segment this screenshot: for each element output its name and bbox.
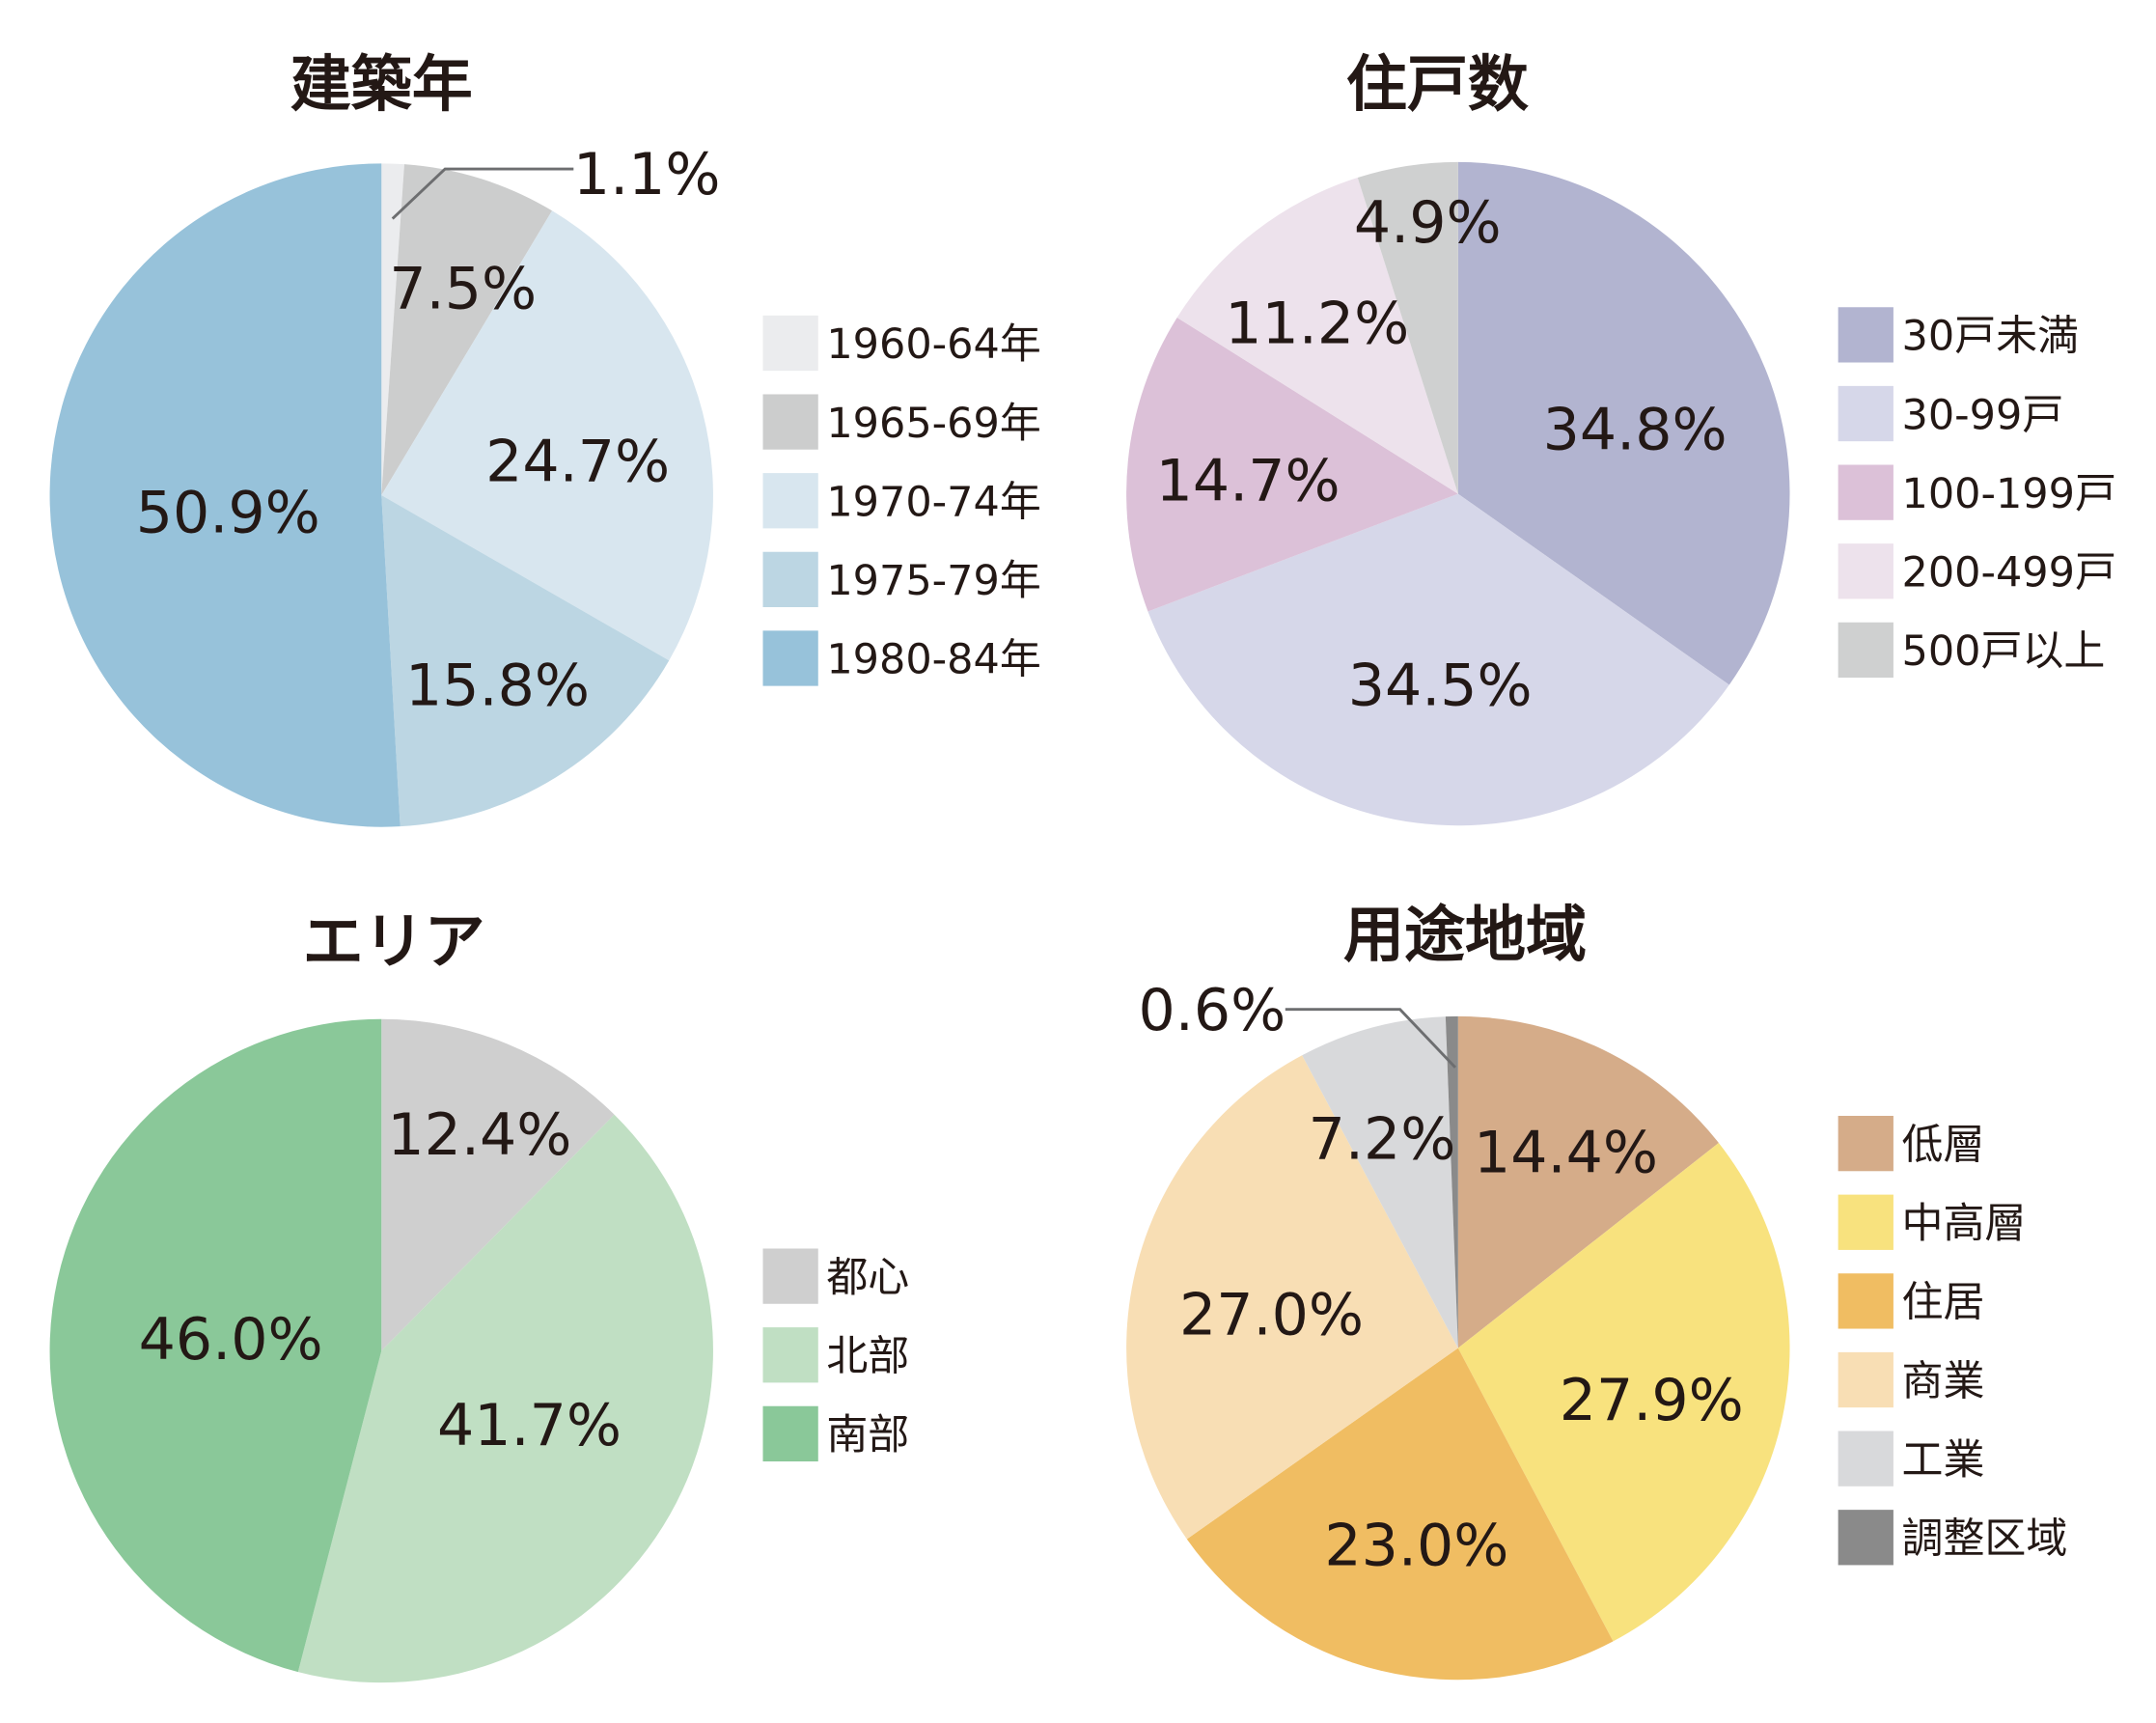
legend-label: 30戸未満	[1902, 313, 2080, 361]
pie-slice	[1457, 161, 1790, 685]
legend-swatch	[1838, 543, 1893, 599]
legend-label: 商業	[1902, 1357, 1985, 1405]
pie-chart-1: 建築年 1.1% 7.5% 24.7% 15.8% 50.9% 1960-64年 1965-6…	[49, 49, 1041, 827]
legend-swatch	[762, 394, 818, 450]
legend-swatch	[1838, 1273, 1893, 1329]
pie-slice	[381, 163, 404, 496]
data-label: 34.5%	[1348, 653, 1533, 720]
pie-slice	[297, 1114, 713, 1683]
data-label: 11.2%	[1225, 290, 1409, 357]
pie-chart-2: 住戸数 34.8% 34.5% 14.7% 11.2% 4.9% 30戸未満 30-99戸 10…	[1126, 49, 2116, 826]
legend-swatch	[1838, 385, 1893, 442]
leader-line	[391, 167, 574, 220]
pie-slice	[1186, 1348, 1614, 1681]
legend-swatch	[1838, 1431, 1893, 1487]
data-label: 41.7%	[437, 1392, 622, 1459]
pie-slice	[49, 163, 401, 827]
pie-slice	[1445, 1015, 1458, 1348]
data-label: 50.9%	[136, 480, 320, 547]
data-label: 1.1%	[573, 141, 721, 208]
chart-title: エリア	[303, 906, 485, 977]
data-label: 23.0%	[1324, 1512, 1508, 1579]
legend-label: 200-499戸	[1902, 549, 2116, 597]
legend-swatch	[1838, 1194, 1893, 1250]
pie-slice	[1176, 178, 1458, 494]
data-label: 27.9%	[1560, 1367, 1744, 1434]
data-label: 7.2%	[1309, 1105, 1456, 1173]
chart-title: 建築年	[290, 49, 473, 120]
pie-slice	[1126, 1055, 1458, 1540]
legend-swatch	[762, 315, 818, 372]
legend-swatch	[762, 1405, 818, 1462]
data-label: 12.4%	[387, 1101, 571, 1169]
legend-label: 中高層	[1902, 1200, 2027, 1248]
pie-slice	[1457, 1015, 1719, 1348]
legend-swatch	[762, 1248, 818, 1304]
pie-slice	[381, 164, 553, 496]
pie-slice	[1457, 1142, 1790, 1642]
pie-slice	[381, 495, 670, 827]
pie-slice	[381, 210, 713, 661]
legend-swatch	[762, 473, 818, 529]
legend-label: 1970-74年	[826, 478, 1040, 526]
data-label: 24.7%	[485, 429, 670, 496]
data-label: 34.8%	[1543, 397, 1728, 464]
data-label: 27.0%	[1179, 1281, 1364, 1348]
legend-label: 30-99戸	[1902, 391, 2064, 439]
legend-label: 1960-64年	[826, 320, 1040, 369]
legend-label: 1965-69年	[826, 400, 1040, 448]
pie-chart-4: 用途地域 14.4% 27.9% 23.0% 27.0% 7.2% 0.6% 低層中高層住居商…	[1126, 900, 2068, 1681]
legend-swatch	[762, 551, 818, 608]
legend-label: 1975-79年	[826, 557, 1040, 605]
legend-label: 1980-84年	[826, 636, 1040, 684]
data-label: 15.8%	[405, 653, 590, 720]
pie-slice	[1357, 161, 1458, 494]
legend-swatch	[1838, 1351, 1893, 1408]
legend-label: 都心	[826, 1254, 909, 1302]
data-label: 0.6%	[1139, 977, 1286, 1044]
legend-label: 南部	[826, 1411, 909, 1459]
data-label: 7.5%	[389, 256, 537, 323]
data-label: 4.9%	[1354, 189, 1502, 257]
legend-label: 500戸以上	[1902, 627, 2106, 676]
pie-slice	[49, 1018, 382, 1673]
legend-swatch	[1838, 1510, 1893, 1566]
legend-swatch	[1838, 464, 1893, 520]
data-label: 46.0%	[139, 1306, 323, 1374]
legend-label: 住居	[1902, 1279, 1985, 1327]
legend-label: 北部	[826, 1332, 909, 1380]
legend-label: 低層	[1902, 1121, 1985, 1169]
legend-swatch	[762, 1327, 818, 1383]
legend-swatch	[1838, 307, 1893, 363]
pie-slice	[381, 1018, 615, 1351]
pie-slice	[1126, 317, 1458, 612]
legend-label: 工業	[1902, 1436, 1985, 1485]
legend-label: 100-199戸	[1902, 470, 2116, 518]
data-label: 14.4%	[1474, 1120, 1658, 1187]
pie-slice	[1147, 493, 1729, 826]
legend-swatch	[1838, 622, 1893, 679]
legend-label: 調整区域	[1902, 1515, 2068, 1564]
data-label: 14.7%	[1156, 448, 1341, 515]
legend-swatch	[1838, 1115, 1893, 1172]
pie-slice	[1302, 1016, 1458, 1348]
legend-swatch	[762, 630, 818, 686]
chart-title: 住戸数	[1346, 49, 1529, 120]
leader-line	[1285, 1008, 1456, 1069]
chart-title: 用途地域	[1343, 900, 1587, 970]
